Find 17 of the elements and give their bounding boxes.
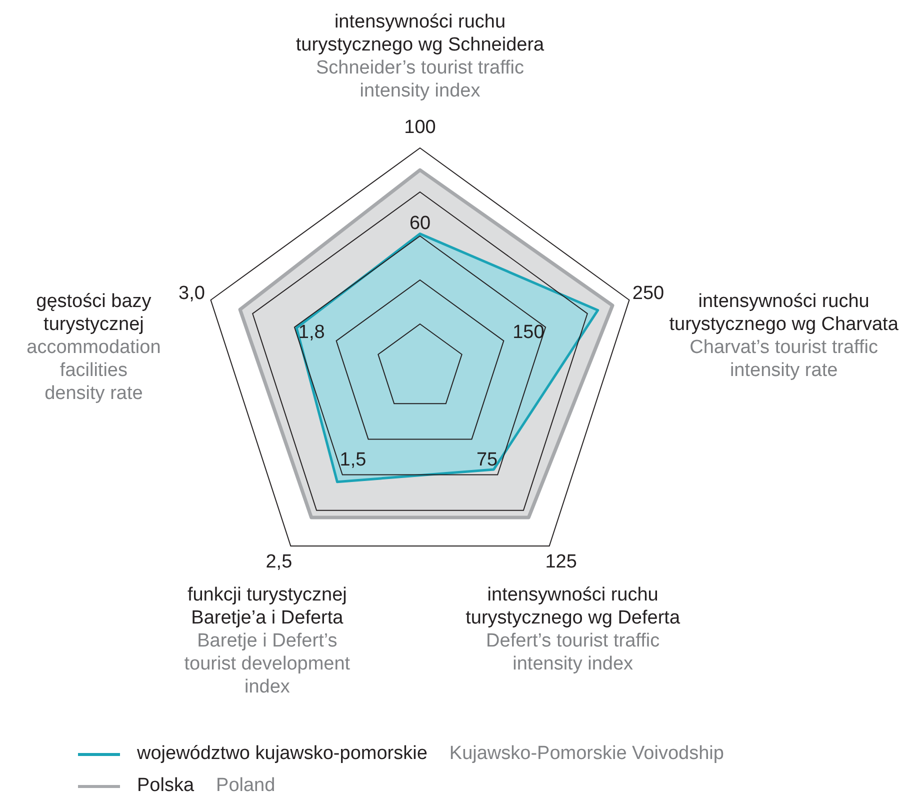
text: 250 <box>632 283 664 304</box>
text: 75 <box>476 449 498 470</box>
text: 125 <box>545 551 577 572</box>
text: 1,5 <box>340 449 366 470</box>
text: 2,5 <box>266 551 292 572</box>
legend-label: Polska Poland <box>137 775 276 796</box>
text: 150 <box>512 322 544 344</box>
text: 3,0 <box>178 283 205 304</box>
text: 100 <box>404 117 436 138</box>
spoke-label: intensywności ruchu turystycznego wg Charvata Charvat’s tourist traffic intensity rate <box>669 290 899 381</box>
spoke-label: intensywności ruchu turystycznego wg Deferta Defert’s tourist traffic intensity index <box>466 584 680 675</box>
spoke-label: gęstości bazy turystycznej accommodation facilities density rate <box>26 290 161 404</box>
text: 1,8 <box>298 322 325 344</box>
spoke-label: funkcji turystycznej Baretje’a i Deferta Baretje i Defert’s tourist development index <box>184 584 351 698</box>
legend-label: województwo kujawsko-pomorskie Kujawsko-Pomorskie Voivodship <box>137 743 724 765</box>
text: 60 <box>409 213 431 234</box>
spoke-label: intensywności ruchu turystycznego wg Schneidera Schneider’s tourist traffic intensity index <box>296 12 545 102</box>
